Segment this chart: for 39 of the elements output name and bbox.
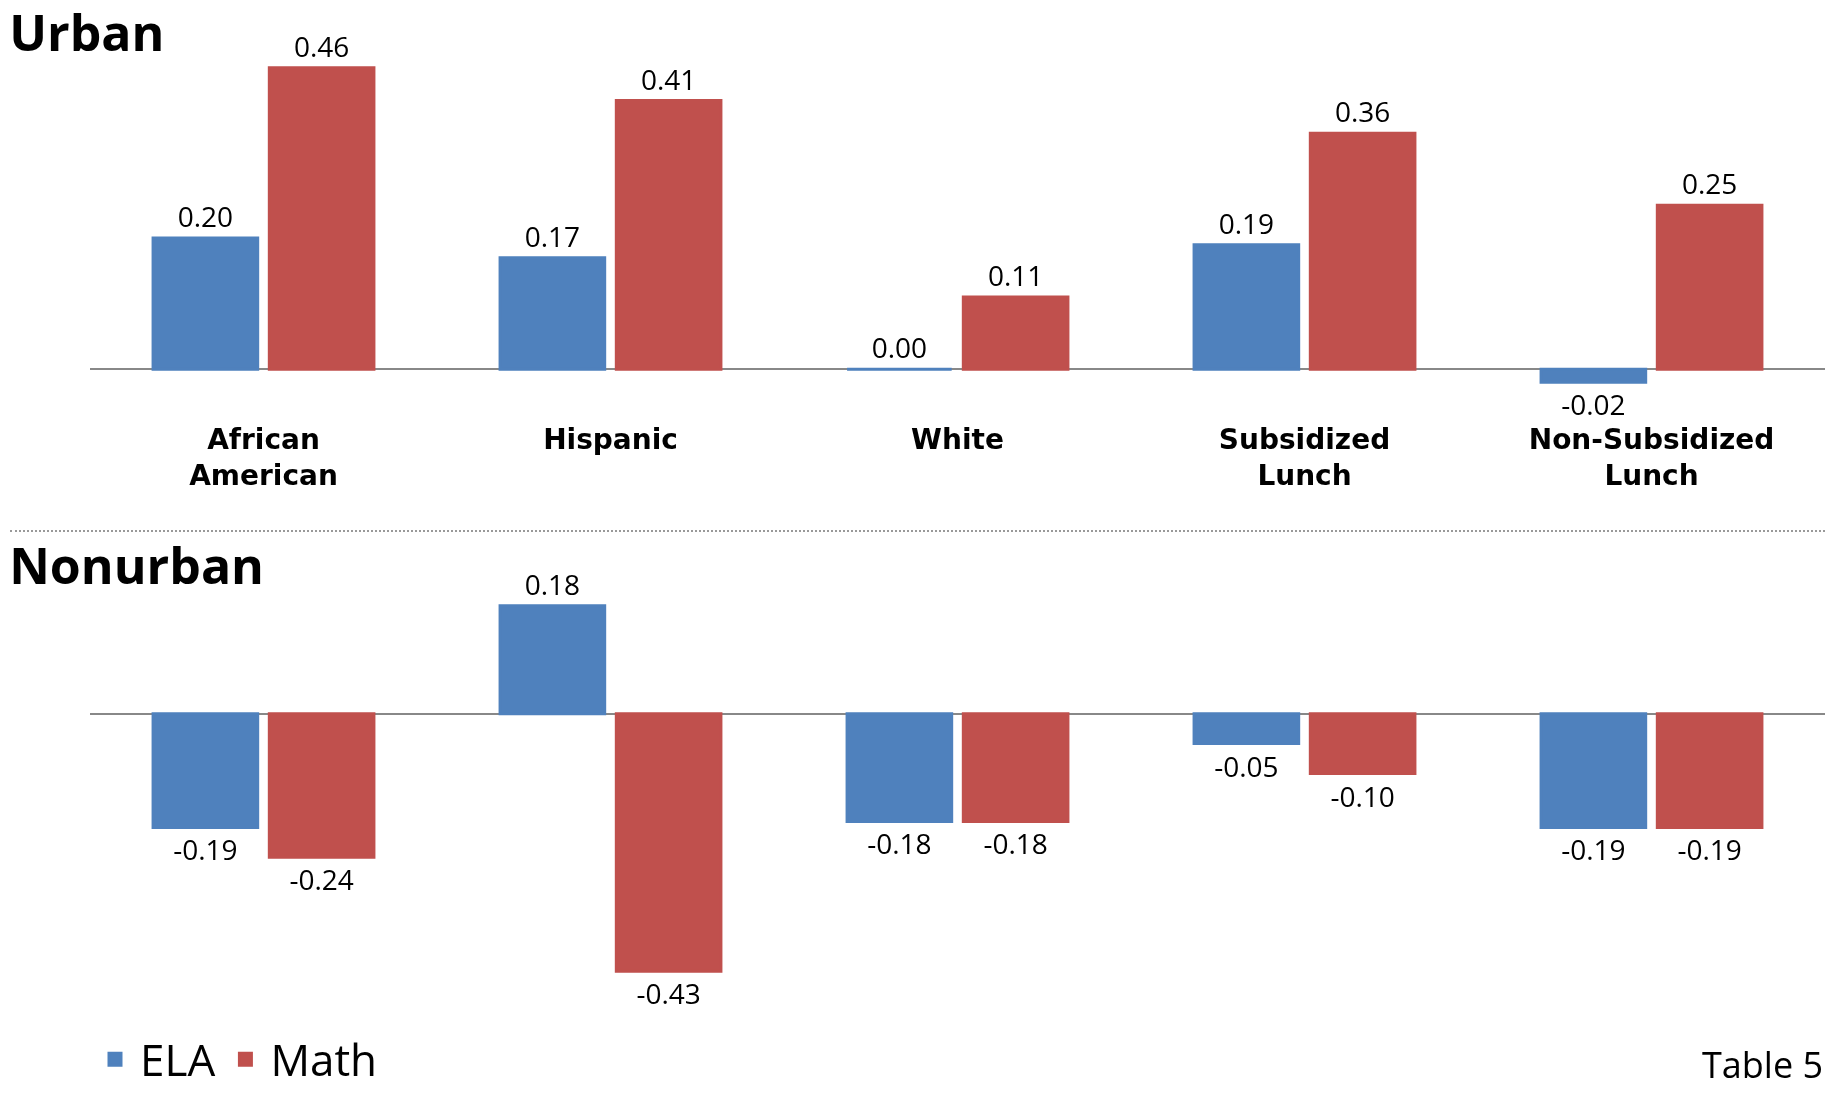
x-tick-label: African American [189,423,338,493]
bar [267,66,376,371]
data-label: -0.19 [173,830,238,869]
data-label: -0.19 [1677,830,1742,869]
data-label: 0.36 [1334,92,1391,131]
bar [961,295,1070,371]
legend-label: ELA [140,1029,216,1090]
data-label: 0.19 [1218,203,1275,242]
data-label: -0.43 [636,974,701,1013]
caption: Table 5 [1702,1040,1824,1089]
data-label: 0.00 [871,328,928,367]
data-label: -0.24 [289,860,354,899]
bar [614,99,723,371]
x-tick-label: Non-Subsidized Lunch [1528,423,1775,493]
bar [1192,243,1301,371]
data-label: -0.19 [1561,830,1626,869]
bar [1655,203,1764,371]
data-label: 0.18 [524,564,581,603]
data-label: 0.11 [987,256,1044,295]
data-label: 0.46 [293,26,350,65]
bar [498,256,607,371]
legend-label: Math [270,1029,378,1090]
data-label: -0.18 [983,824,1048,863]
data-label: 0.17 [524,216,581,255]
chart-title: Nonurban [9,531,264,600]
chart-title: Urban [9,0,165,66]
data-label: 0.20 [177,197,234,236]
bar [1308,131,1417,371]
data-label: 0.25 [1681,164,1738,203]
x-tick-label: Subsidized Lunch [1218,423,1391,493]
bar [1539,367,1648,384]
data-label: -0.10 [1330,776,1395,815]
x-tick-label: Hispanic [543,423,678,456]
data-label: 0.41 [640,59,697,98]
x-tick-label: White [911,423,1004,456]
data-label: -0.02 [1561,385,1626,424]
bar [151,236,260,371]
data-label: -0.18 [867,824,932,863]
data-label: -0.05 [1214,746,1279,785]
